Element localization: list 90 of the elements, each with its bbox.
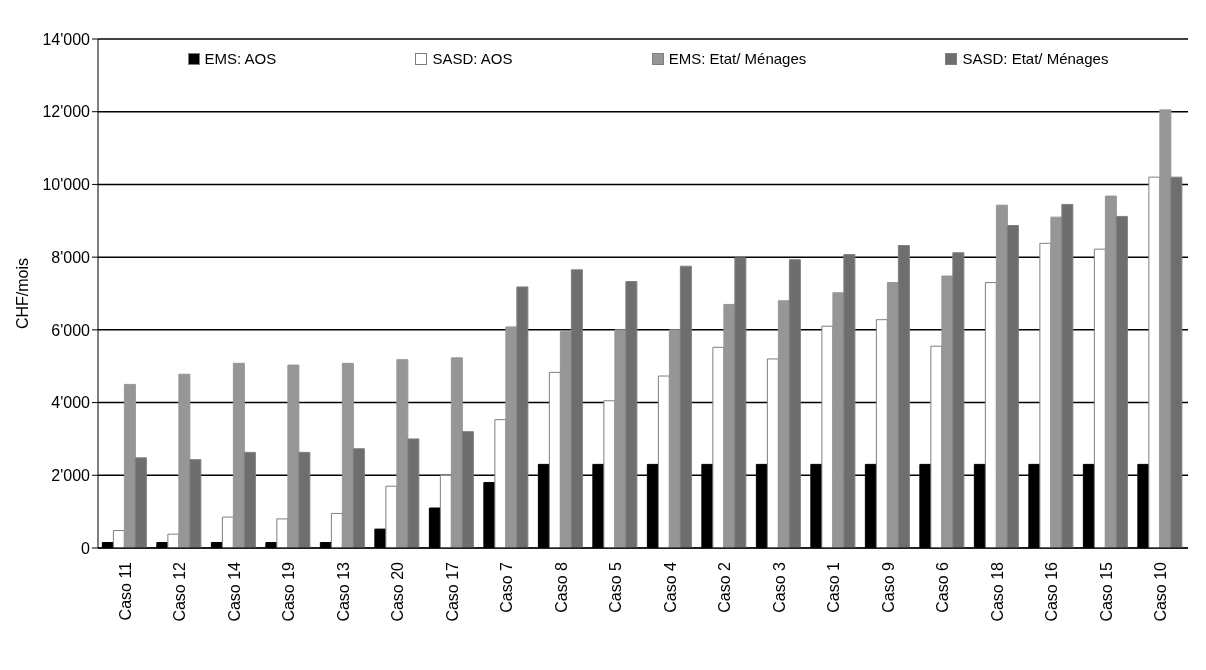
bar bbox=[941, 275, 954, 548]
bar bbox=[821, 325, 834, 548]
bar bbox=[134, 457, 147, 548]
bar bbox=[189, 459, 202, 548]
x-tick-label: Caso 10 bbox=[1152, 561, 1170, 622]
x-tick-label: Caso 1 bbox=[825, 561, 843, 613]
bar bbox=[995, 204, 1008, 548]
y-axis-title: CHF/mois bbox=[13, 257, 31, 330]
bar bbox=[505, 326, 518, 548]
bar bbox=[603, 400, 616, 548]
x-tick-label: Caso 13 bbox=[334, 561, 352, 622]
x-tick-label: Caso 11 bbox=[116, 561, 134, 621]
x-tick-label: Caso 7 bbox=[498, 561, 516, 613]
bar bbox=[668, 329, 681, 548]
legend-label: EMS: Etat/ Ménages bbox=[667, 50, 807, 67]
bar bbox=[123, 383, 136, 548]
y-tick-label: 12'000 bbox=[42, 103, 91, 121]
bar bbox=[886, 282, 899, 548]
bar bbox=[657, 375, 670, 548]
bar bbox=[1061, 203, 1074, 548]
bar bbox=[1050, 216, 1063, 548]
bar bbox=[984, 282, 997, 548]
legend-label: SASD: Etat/ Ménages bbox=[961, 50, 1109, 67]
x-tick-label: Caso 9 bbox=[879, 561, 897, 613]
x-tick-label: Caso 4 bbox=[661, 561, 679, 613]
bar bbox=[450, 357, 463, 548]
bar bbox=[341, 362, 354, 548]
bar bbox=[875, 319, 888, 548]
bar bbox=[298, 451, 311, 548]
x-tick-label: Caso 16 bbox=[1043, 561, 1061, 622]
bar bbox=[1006, 225, 1019, 548]
y-tick-label: 0 bbox=[81, 539, 91, 557]
bar bbox=[287, 364, 300, 548]
bar bbox=[178, 373, 191, 548]
bar bbox=[385, 485, 398, 548]
bar bbox=[396, 359, 409, 548]
x-tick-label: Caso 18 bbox=[988, 561, 1006, 622]
bar bbox=[407, 438, 420, 548]
bar bbox=[777, 300, 790, 548]
bar bbox=[1093, 248, 1106, 548]
bar bbox=[570, 269, 583, 548]
bar bbox=[734, 257, 747, 548]
legend-label: EMS: AOS bbox=[203, 50, 277, 67]
y-tick-label: 2'000 bbox=[51, 466, 91, 484]
x-tick-label: Caso 17 bbox=[443, 561, 461, 622]
bar bbox=[1039, 242, 1052, 548]
bar bbox=[843, 254, 856, 548]
bar bbox=[1148, 176, 1161, 548]
x-tick-label: Caso 3 bbox=[770, 561, 788, 613]
bar bbox=[1115, 215, 1128, 548]
bar bbox=[1159, 109, 1172, 548]
bar bbox=[1170, 176, 1183, 548]
x-tick-label: Caso 14 bbox=[225, 561, 243, 622]
bar bbox=[221, 516, 234, 548]
x-tick-label: Caso 12 bbox=[171, 561, 189, 622]
bar bbox=[276, 518, 289, 548]
bar bbox=[625, 281, 638, 548]
y-tick-label: 4'000 bbox=[51, 394, 91, 412]
bar bbox=[494, 419, 507, 548]
bar bbox=[516, 286, 529, 548]
x-tick-label: Caso 20 bbox=[389, 561, 407, 622]
bar bbox=[559, 331, 572, 548]
x-tick-label: Caso 8 bbox=[552, 561, 570, 613]
x-tick-label: Caso 2 bbox=[716, 561, 734, 613]
bar bbox=[952, 252, 965, 548]
bar bbox=[439, 474, 452, 548]
x-tick-label: Caso 15 bbox=[1097, 561, 1115, 622]
y-tick-label: 8'000 bbox=[51, 248, 91, 266]
bar bbox=[243, 451, 256, 548]
y-tick-label: 14'000 bbox=[42, 30, 91, 48]
y-tick-label: 10'000 bbox=[42, 176, 91, 194]
legend-label: SASD: AOS bbox=[431, 50, 513, 67]
y-tick-label: 6'000 bbox=[51, 321, 91, 339]
bar bbox=[788, 259, 801, 548]
bar bbox=[712, 346, 725, 548]
bar bbox=[679, 265, 692, 548]
bar bbox=[897, 245, 910, 548]
bar bbox=[232, 362, 245, 548]
bar bbox=[461, 431, 474, 548]
x-tick-label: Caso 6 bbox=[934, 561, 952, 613]
bar bbox=[352, 448, 365, 548]
bar bbox=[548, 371, 561, 548]
bar bbox=[766, 358, 779, 548]
bar bbox=[930, 345, 943, 548]
x-tick-label: Caso 5 bbox=[607, 561, 625, 613]
x-tick-label: Caso 19 bbox=[280, 561, 298, 622]
bar bbox=[832, 292, 845, 548]
bar bbox=[1104, 195, 1117, 548]
bar bbox=[614, 329, 627, 548]
bar bbox=[723, 303, 736, 548]
